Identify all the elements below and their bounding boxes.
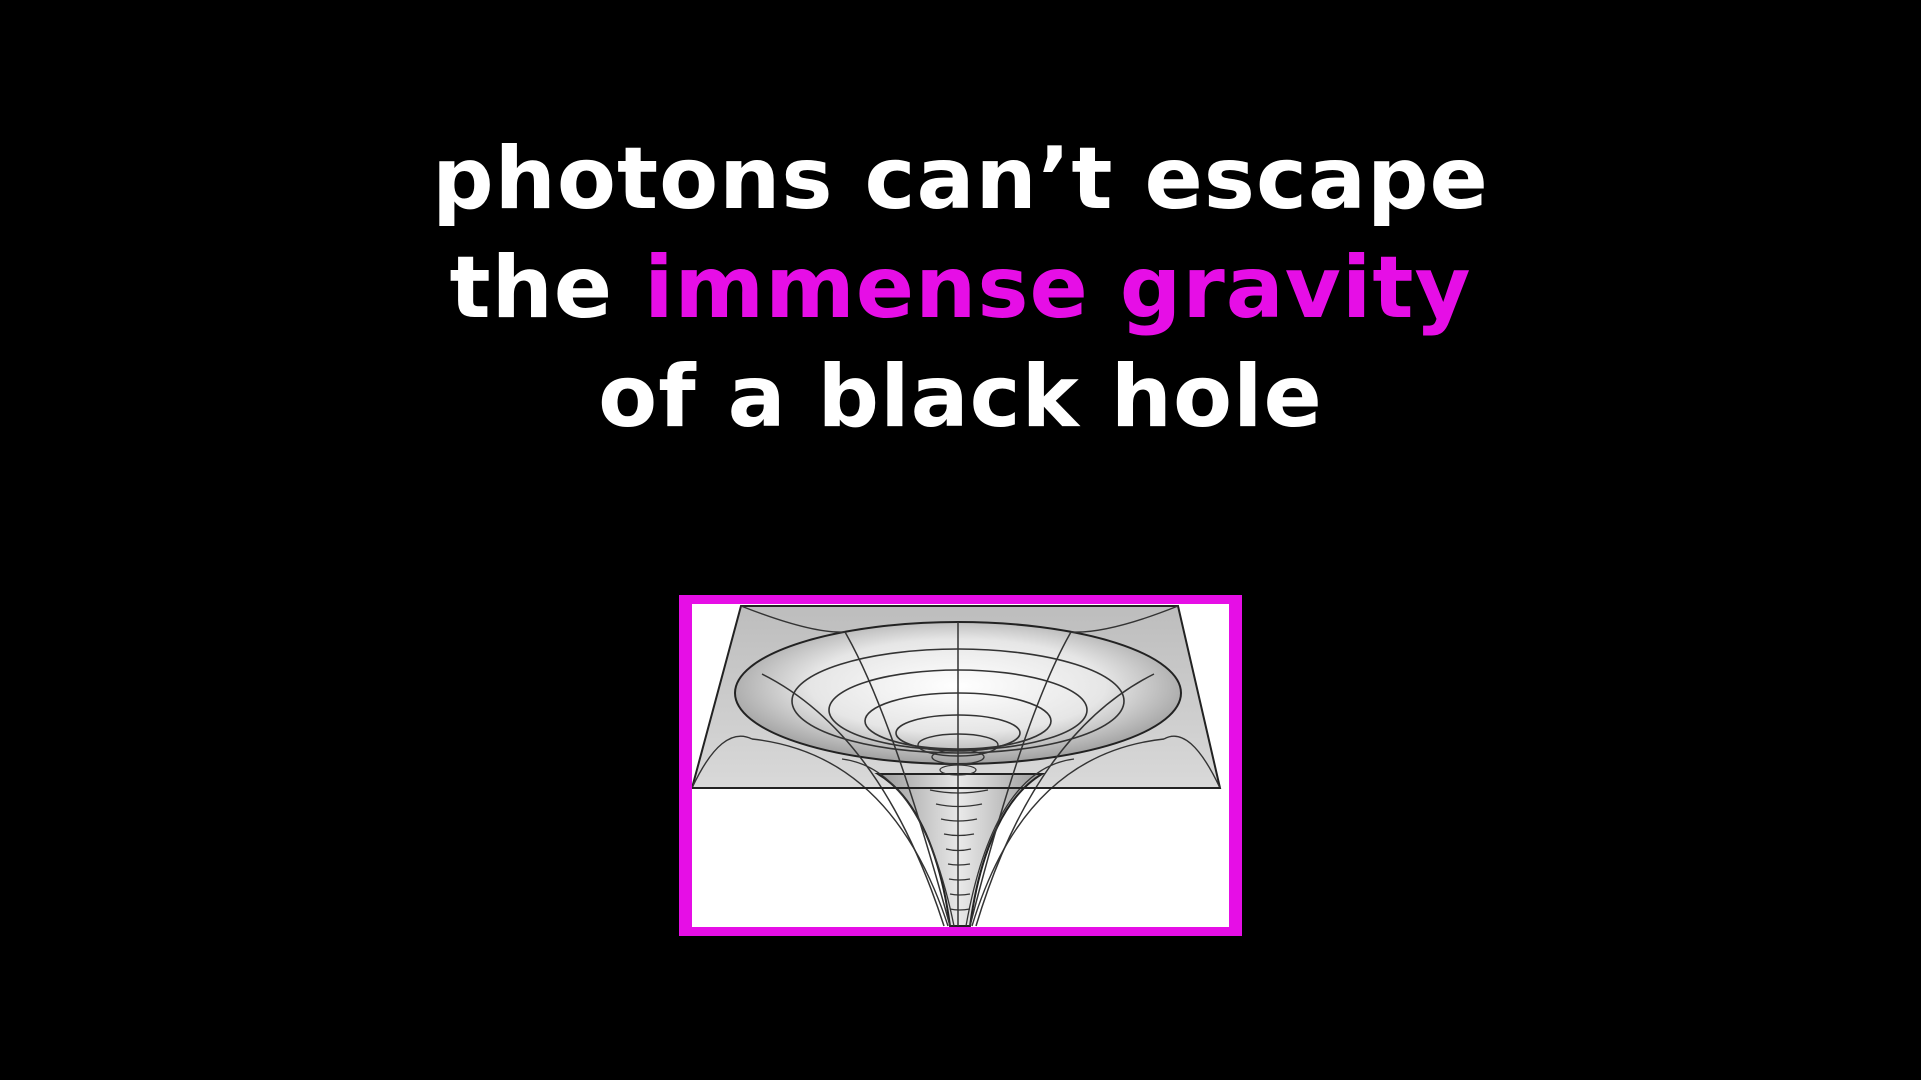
caption-line-2: the immense gravity <box>0 234 1921 343</box>
gravity-well-funnel-icon <box>692 605 1222 927</box>
caption: photons can’t escape the immense gravity… <box>0 125 1921 452</box>
caption-line-1: photons can’t escape <box>432 129 1489 229</box>
caption-line-3: of a black hole <box>598 347 1323 447</box>
caption-highlight: immense gravity <box>644 238 1472 338</box>
caption-line-2-prefix: the <box>449 238 645 338</box>
figure-frame <box>679 595 1242 936</box>
